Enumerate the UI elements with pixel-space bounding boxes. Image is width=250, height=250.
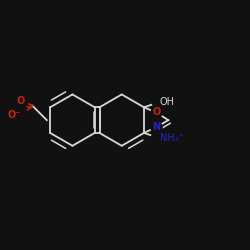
- Text: O: O: [17, 96, 25, 106]
- Text: N: N: [152, 122, 160, 132]
- Text: NH₃⁺: NH₃⁺: [160, 133, 184, 143]
- Text: O: O: [152, 108, 160, 118]
- Text: O⁻: O⁻: [8, 110, 21, 120]
- Text: OH: OH: [160, 98, 175, 108]
